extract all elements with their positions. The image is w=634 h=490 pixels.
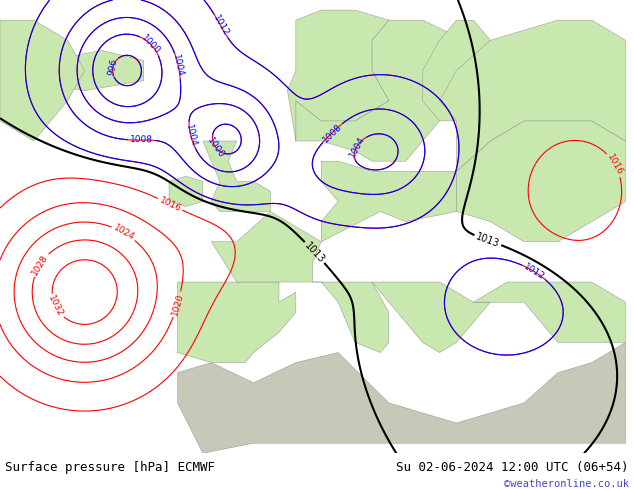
Text: 1013: 1013 [302, 240, 327, 265]
Text: 1016: 1016 [158, 196, 183, 213]
Text: 1004: 1004 [347, 134, 366, 159]
Text: 1000: 1000 [139, 33, 162, 56]
Polygon shape [51, 50, 144, 91]
Polygon shape [474, 282, 626, 343]
Polygon shape [178, 282, 296, 363]
Polygon shape [423, 20, 507, 121]
Polygon shape [211, 212, 321, 282]
Text: 996: 996 [107, 58, 119, 76]
Polygon shape [203, 141, 271, 212]
Text: 1024: 1024 [112, 223, 136, 243]
Text: Surface pressure [hPa] ECMWF: Surface pressure [hPa] ECMWF [5, 461, 215, 474]
Text: 1004: 1004 [171, 54, 185, 78]
Text: ©weatheronline.co.uk: ©weatheronline.co.uk [504, 480, 629, 490]
Text: 1012: 1012 [211, 14, 231, 38]
Text: 1012: 1012 [522, 262, 546, 281]
Text: 1000: 1000 [205, 136, 226, 160]
Text: 1028: 1028 [30, 252, 50, 277]
Polygon shape [313, 282, 389, 352]
Polygon shape [296, 20, 490, 161]
Text: 1008: 1008 [321, 122, 344, 144]
Polygon shape [178, 343, 626, 453]
Text: 1016: 1016 [605, 152, 624, 177]
Polygon shape [439, 20, 626, 171]
Text: 1013: 1013 [475, 231, 501, 249]
Polygon shape [287, 10, 389, 141]
Text: 1008: 1008 [130, 135, 153, 145]
Text: 1032: 1032 [46, 294, 65, 319]
Polygon shape [372, 282, 490, 352]
Polygon shape [0, 20, 84, 141]
Text: Su 02-06-2024 12:00 UTC (06+54): Su 02-06-2024 12:00 UTC (06+54) [396, 461, 629, 474]
Polygon shape [169, 176, 203, 206]
Polygon shape [456, 121, 626, 242]
Polygon shape [321, 161, 456, 242]
Text: 1020: 1020 [170, 292, 185, 317]
Text: 1004: 1004 [184, 123, 198, 147]
